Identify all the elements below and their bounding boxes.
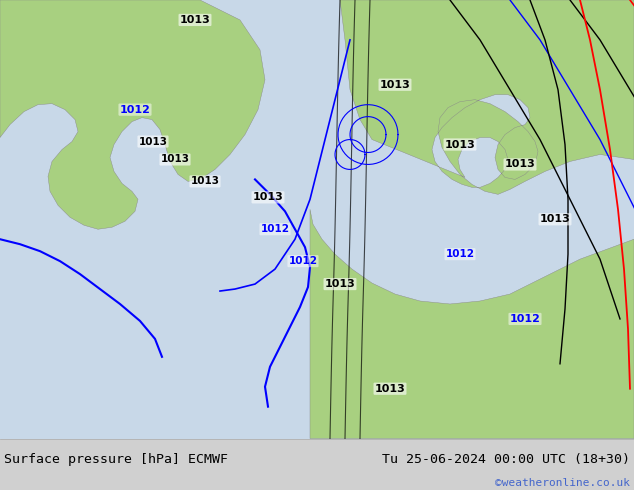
Text: 1012: 1012	[261, 224, 290, 234]
Text: 1013: 1013	[444, 140, 476, 149]
Text: 1012: 1012	[288, 256, 318, 266]
Text: Surface pressure [hPa] ECMWF: Surface pressure [hPa] ECMWF	[4, 453, 228, 466]
Text: 1013: 1013	[179, 15, 210, 25]
Polygon shape	[340, 0, 634, 195]
Text: 1013: 1013	[380, 80, 410, 90]
Text: 1013: 1013	[160, 154, 190, 165]
Text: Tu 25-06-2024 00:00 UTC (18+30): Tu 25-06-2024 00:00 UTC (18+30)	[382, 453, 630, 466]
Text: 1012: 1012	[510, 314, 540, 324]
Polygon shape	[0, 0, 634, 439]
Polygon shape	[0, 0, 265, 229]
Text: 1013: 1013	[190, 176, 219, 186]
Text: 1012: 1012	[446, 249, 474, 259]
Polygon shape	[310, 209, 634, 439]
Text: 1013: 1013	[540, 214, 571, 224]
Text: 1013: 1013	[138, 137, 167, 147]
Text: 1013: 1013	[325, 279, 356, 289]
Text: 1012: 1012	[120, 105, 150, 115]
Text: 1013: 1013	[505, 159, 535, 170]
Text: 1013: 1013	[375, 384, 405, 393]
Text: ©weatheronline.co.uk: ©weatheronline.co.uk	[495, 478, 630, 488]
Text: 1013: 1013	[252, 193, 283, 202]
